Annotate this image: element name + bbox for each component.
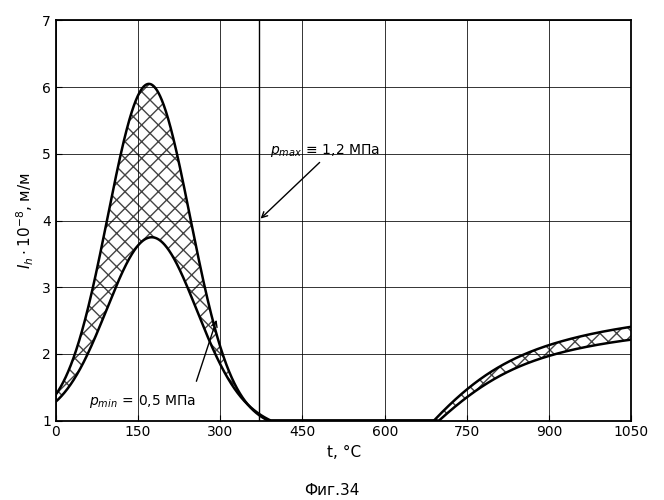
- Text: $p_{min}$$\,=\,$0,5 МПа: $p_{min}$$\,=\,$0,5 МПа: [88, 394, 196, 410]
- Text: $p_{max}$$\,\equiv\,$1,2 МПа: $p_{max}$$\,\equiv\,$1,2 МПа: [270, 142, 380, 159]
- X-axis label: t, °C: t, °C: [327, 445, 361, 460]
- Y-axis label: $I_h \cdot 10^{-8}$, м/м: $I_h \cdot 10^{-8}$, м/м: [15, 172, 37, 269]
- Text: Фиг.34: Фиг.34: [304, 483, 360, 498]
